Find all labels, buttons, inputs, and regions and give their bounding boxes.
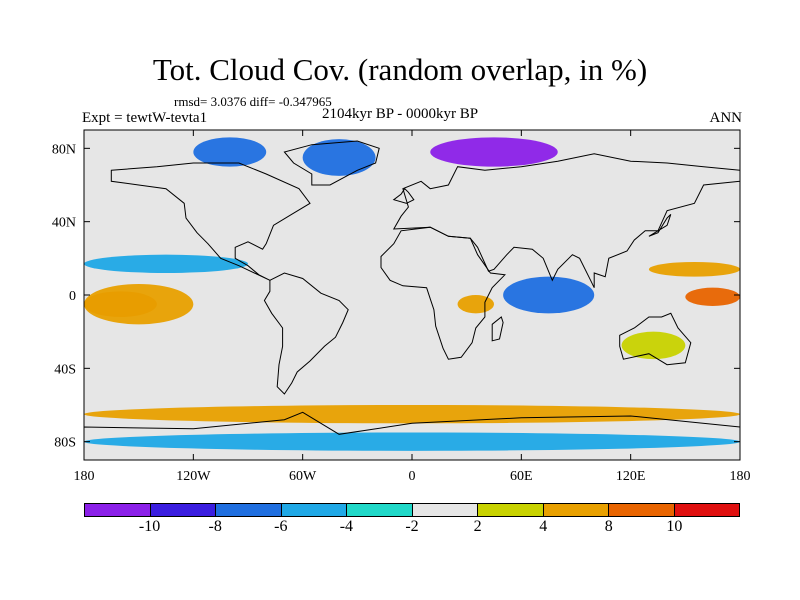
coastline: [283, 140, 380, 186]
colorbar-label: 8: [604, 518, 613, 535]
colorbar-label: -4: [339, 518, 354, 535]
coastline: [619, 312, 692, 366]
colorbar-label: -10: [138, 518, 161, 535]
colorbar: [84, 503, 740, 517]
colorbar-labels: -10 -8 -6 -4 -2 2 4 8 10: [84, 518, 740, 538]
anomaly-region: [302, 139, 376, 176]
x-tick-label: 0: [409, 469, 416, 484]
anomaly-region: [84, 432, 740, 451]
colorbar-label: 10: [666, 518, 683, 535]
x-tick-label: 120E: [616, 469, 646, 484]
y-tick-label: 80S: [54, 436, 76, 451]
anomaly-region: [84, 284, 194, 325]
coastline: [263, 272, 349, 395]
colorbar-swatch: [150, 504, 216, 516]
x-tick-label: 60W: [289, 469, 317, 484]
coastlines: [84, 140, 740, 460]
map-title: Tot. Cloud Cov. (random overlap, in %): [152, 52, 648, 87]
colorbar-swatch: [609, 504, 675, 516]
colorbar-swatch: [216, 504, 282, 516]
colorbar-label: 4: [539, 518, 548, 535]
colorbar-label: -6: [274, 518, 288, 535]
x-tick-label: 120W: [176, 469, 211, 484]
colorbar-label: -8: [208, 518, 222, 535]
colorbar-label: 2: [473, 518, 482, 535]
x-tick-label: 180: [730, 469, 751, 484]
x-tick-label: 180: [74, 469, 95, 484]
colorbar-label: -2: [405, 518, 419, 535]
coastline: [491, 316, 504, 342]
anomaly-region: [685, 287, 740, 306]
colorbar-swatch: [674, 504, 739, 516]
y-tick-label: 80N: [52, 142, 76, 157]
coastline: [392, 153, 740, 288]
stats-text: rmsd= 3.0376 diff= -0.347965: [174, 94, 332, 109]
colorbar-swatch: [347, 504, 413, 516]
anomaly-field: [84, 137, 740, 451]
colorbar-swatch: [281, 504, 347, 516]
anomaly-region: [84, 254, 248, 273]
coastline: [110, 162, 311, 281]
axis-ticks: 180 120W 60W 0 60E 120E 180 80N 40N 0 40S 80S: [52, 130, 751, 484]
anomaly-region: [503, 276, 595, 314]
x-tick-label: 60E: [510, 469, 533, 484]
coastline: [380, 226, 506, 360]
y-tick-label: 0: [69, 289, 76, 304]
anomaly-region: [84, 405, 740, 424]
y-tick-label: 40N: [52, 216, 76, 231]
anomaly-region: [621, 331, 686, 360]
colorbar-swatch: [478, 504, 544, 516]
colorbar-swatch: [85, 504, 151, 516]
colorbar-swatch: [543, 504, 609, 516]
coastline: [648, 213, 672, 237]
y-tick-label: 40S: [54, 362, 76, 377]
experiment-label: Expt = tewtW-tevta1: [82, 110, 208, 126]
anomaly-region: [457, 295, 494, 314]
coastline: [392, 187, 415, 204]
period-label: 2104kyr BP - 0000kyr BP: [322, 106, 479, 122]
anomaly-region: [430, 137, 558, 167]
season-label: ANN: [709, 110, 743, 126]
colorbar-swatch: [412, 504, 478, 516]
anomaly-region: [193, 137, 267, 167]
anomaly-region: [648, 262, 740, 277]
coastline: [84, 411, 740, 460]
